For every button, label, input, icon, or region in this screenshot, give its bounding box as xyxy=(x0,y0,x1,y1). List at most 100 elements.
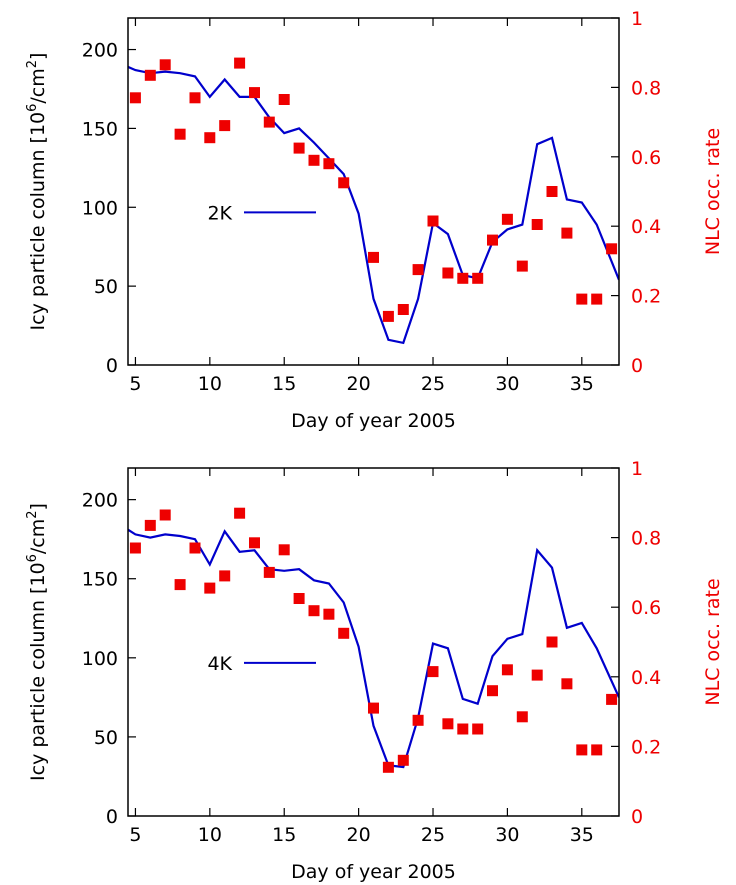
observation-point xyxy=(397,754,409,766)
y-tick-label: 50 xyxy=(94,727,118,749)
observation-point xyxy=(174,128,186,140)
observation-point xyxy=(204,132,216,144)
observation-point xyxy=(591,744,603,756)
y2-tick-label: 0.6 xyxy=(631,597,661,619)
y2-axis-label: NLC occ. rate xyxy=(702,128,724,255)
observation-point xyxy=(442,718,454,730)
plot-content-4k xyxy=(128,507,619,773)
x-tick-label: 10 xyxy=(198,824,222,846)
y-tick-label: 150 xyxy=(82,118,118,140)
x-tick-label: 15 xyxy=(272,824,296,846)
y2-tick-label: 0.4 xyxy=(631,667,661,689)
observation-point xyxy=(278,94,290,105)
observation-point xyxy=(397,304,409,315)
observation-point xyxy=(606,693,618,705)
y-tick-label: 50 xyxy=(94,276,118,298)
x-tick-label: 35 xyxy=(570,373,594,395)
observation-point xyxy=(219,120,231,132)
y-tick-label: 100 xyxy=(82,197,118,219)
observation-point xyxy=(308,605,320,617)
panel-2k: 5 10 15 20 25 30 3505010015020000.20.40.60.81 … xyxy=(25,8,724,432)
observation-point xyxy=(323,608,335,620)
observation-point xyxy=(546,186,558,197)
observation-point xyxy=(472,723,484,735)
observation-point xyxy=(501,213,513,225)
y2-tick-label: 0.6 xyxy=(631,147,661,169)
x-tick-label: 5 xyxy=(129,373,141,395)
observation-point xyxy=(308,154,320,166)
observation-point xyxy=(323,158,335,170)
observation-point xyxy=(561,227,573,239)
observation-point xyxy=(144,69,156,81)
observation-point xyxy=(234,57,246,69)
y2-tick-label: 0 xyxy=(631,355,643,377)
y-axis-label: Icy particle column [106/cm2] xyxy=(25,503,49,781)
observation-point xyxy=(427,215,439,227)
y-tick-label: 0 xyxy=(106,355,118,377)
observation-point xyxy=(293,142,305,154)
axis-ticks: 5 10 15 20 25 30 35 0 50 100 150 200 0 0.2 0.4 0.6 0.8 1 xyxy=(82,8,661,395)
model-series-line xyxy=(128,65,619,345)
x-tick-label: 25 xyxy=(421,373,445,395)
legend-label: 4K xyxy=(207,653,232,675)
legend: 4K xyxy=(207,653,316,675)
observation-point xyxy=(606,243,618,255)
observation-point xyxy=(144,519,156,531)
observation-point xyxy=(249,537,260,549)
observation-point xyxy=(249,87,260,99)
observation-point xyxy=(427,666,439,678)
observation-point xyxy=(368,251,379,263)
y-tick-label: 200 xyxy=(82,40,118,62)
y2-tick-label: 0.4 xyxy=(631,216,661,238)
x-tick-label: 5 xyxy=(129,824,141,846)
observation-point xyxy=(487,685,498,697)
model-series-line xyxy=(128,528,619,769)
observation-point xyxy=(219,570,231,582)
observation-point xyxy=(531,219,543,230)
y2-tick-label: 0 xyxy=(631,806,643,828)
legend-label: 2K xyxy=(207,202,232,224)
observation-point xyxy=(516,260,528,272)
y-tick-label: 100 xyxy=(82,648,118,670)
observation-point xyxy=(263,116,275,128)
observation-point xyxy=(338,177,350,189)
observation-point xyxy=(159,59,171,71)
x-tick-label: 25 xyxy=(421,824,445,846)
observation-point xyxy=(129,92,141,104)
y2-tick-label: 0.2 xyxy=(631,736,661,758)
x-tick-label: 20 xyxy=(347,373,371,395)
observation-point xyxy=(561,678,573,690)
observation-point xyxy=(338,627,350,639)
y2-tick-label: 0.8 xyxy=(631,77,661,99)
y2-tick-label: 0.2 xyxy=(631,286,661,308)
plot-frame xyxy=(127,467,620,817)
observation-point xyxy=(278,544,290,556)
panel-4k: 5 10 15 20 25 30 3505010015020000.20.40.60.81 … xyxy=(25,458,724,883)
observation-point xyxy=(591,293,603,305)
x-axis-label: Day of year 2005 xyxy=(291,410,456,432)
plot-content-2k xyxy=(128,57,619,345)
y-axis-label: Icy particle column [106/cm2] xyxy=(25,53,49,331)
observation-point xyxy=(531,669,543,681)
observation-point xyxy=(129,542,141,554)
observation-point xyxy=(368,702,379,714)
observation-point xyxy=(412,264,424,276)
observation-point xyxy=(442,267,454,279)
observation-point xyxy=(501,664,513,676)
x-tick-label: 20 xyxy=(347,824,371,846)
plot-frame xyxy=(127,17,620,366)
observation-point xyxy=(576,744,588,756)
observation-point xyxy=(189,92,201,104)
y2-tick-label: 0.8 xyxy=(631,528,661,550)
y-tick-label: 150 xyxy=(82,569,118,591)
observation-point xyxy=(472,272,484,284)
observation-point xyxy=(174,579,186,591)
y2-axis-label: NLC occ. rate xyxy=(702,578,724,705)
observation-point xyxy=(293,593,305,604)
observation-point xyxy=(457,272,469,284)
y-tick-label: 0 xyxy=(106,806,118,828)
observation-point xyxy=(159,509,171,521)
y2-tick-label: 1 xyxy=(631,8,643,30)
y2-tick-label: 1 xyxy=(631,458,643,480)
